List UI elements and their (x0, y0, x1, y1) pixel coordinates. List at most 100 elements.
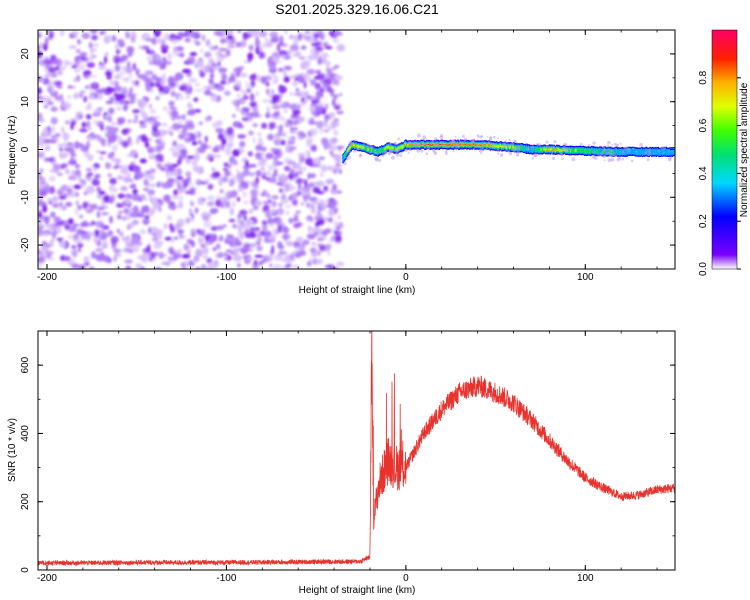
noise-blob (319, 172, 324, 177)
ridge-cell (467, 143, 470, 146)
noise-blob (76, 75, 81, 82)
noise-blob (57, 98, 62, 103)
noise-blob (333, 118, 340, 122)
noise-blob (291, 198, 298, 206)
noise-blob (195, 59, 204, 68)
noise-blob (327, 208, 335, 217)
ridge-cell (535, 147, 537, 152)
noise-blob (123, 86, 127, 95)
noise-blob (290, 169, 295, 173)
y-tick-label: -20 (20, 237, 31, 252)
noise-blob (104, 259, 110, 263)
noise-blob (95, 220, 104, 228)
noise-blob (241, 116, 249, 122)
noise-blob (309, 128, 318, 137)
noise-blob (100, 124, 104, 131)
noise-blob (307, 225, 312, 234)
noise-blob (117, 117, 126, 124)
ridge-cell (388, 145, 390, 149)
noise-blob (187, 56, 196, 65)
noise-blob (273, 51, 278, 55)
noise-blob (154, 159, 159, 164)
noise-blob (108, 184, 116, 193)
noise-blob (247, 52, 254, 61)
ridge-cell (573, 148, 576, 153)
noise-blob (267, 209, 277, 214)
ridge-cell (383, 147, 386, 152)
noise-blob (306, 68, 316, 75)
noise-blob (125, 265, 132, 269)
ridge-noise (506, 150, 509, 153)
ridge-noise (379, 151, 382, 154)
noise-blob (246, 180, 251, 184)
noise-blob (288, 217, 294, 224)
ridge-noise (497, 152, 500, 155)
ridge-cell (389, 146, 391, 150)
noise-blob (83, 256, 89, 264)
ridge-noise (607, 140, 611, 145)
ridge-cell (350, 145, 353, 149)
ridge-cell (489, 145, 492, 148)
ridge-cell (356, 145, 359, 149)
ridge-noise (451, 139, 456, 144)
noise-blob (269, 177, 277, 184)
noise-blob (223, 162, 229, 167)
ridge-noise (407, 151, 410, 154)
noise-blob (148, 104, 153, 109)
noise-blob (323, 186, 329, 191)
noise-blob (275, 182, 283, 186)
ridge-noise (647, 153, 651, 157)
noise-blob (62, 102, 72, 110)
noise-blob (109, 215, 113, 224)
noise-blob (338, 162, 342, 169)
ridge-cell (595, 149, 597, 154)
noise-blob (217, 61, 221, 66)
noise-blob (331, 94, 339, 98)
noise-blob (306, 233, 316, 240)
ridge-noise (455, 145, 459, 149)
ridge-cell (450, 144, 453, 146)
noise-blob (281, 131, 287, 138)
ridge-cell (483, 144, 485, 146)
noise-blob (284, 122, 294, 128)
noise-blob (142, 218, 150, 225)
ridge-cell (630, 148, 632, 155)
ridge-noise (399, 154, 402, 158)
ridge-noise (621, 149, 624, 153)
noise-blob (265, 81, 270, 87)
ridge-noise (627, 147, 630, 150)
ridge-cell (487, 144, 490, 146)
noise-blob (193, 97, 199, 103)
y-tick-label: 600 (20, 356, 31, 373)
ridge-noise (388, 142, 392, 146)
noise-blob (182, 68, 191, 74)
ridge-cell (457, 143, 459, 145)
noise-blob (242, 242, 251, 249)
noise-blob (285, 240, 294, 247)
noise-blob (249, 102, 257, 107)
noise-blob (71, 248, 78, 257)
ridge-noise (353, 139, 357, 142)
noise-blob (316, 233, 325, 239)
noise-blob (86, 222, 94, 227)
noise-blob (87, 136, 94, 141)
ridge-cell (525, 146, 528, 153)
noise-blob (207, 262, 215, 267)
ridge-noise (463, 137, 467, 142)
noise-blob (237, 30, 241, 34)
noise-blob (178, 231, 183, 239)
ridge-noise (343, 150, 346, 153)
ridge-cell (607, 148, 609, 155)
ridge-noise (587, 143, 591, 146)
noise-blob (249, 208, 253, 214)
noise-blob (250, 112, 255, 118)
ridge-cell (514, 145, 517, 150)
noise-blob (233, 254, 242, 262)
ridge-cell (470, 143, 473, 146)
snr-frame (37, 330, 676, 571)
noise-blob (203, 242, 209, 247)
noise-blob (141, 77, 149, 82)
ridge-cell (505, 145, 508, 149)
ridge-cell (571, 148, 573, 153)
noise-blob (252, 206, 260, 210)
